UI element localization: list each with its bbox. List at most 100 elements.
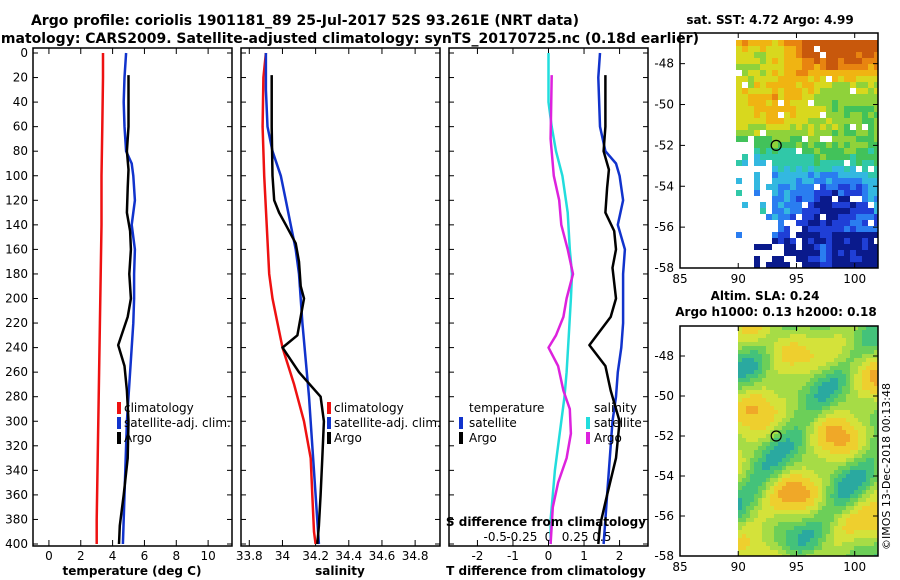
heatmap-cell — [834, 546, 838, 550]
heatmap-cell — [810, 514, 814, 518]
heatmap-cell — [806, 358, 810, 362]
heatmap-cell — [870, 382, 874, 386]
heatmap-cell — [784, 190, 790, 196]
heatmap-cell — [774, 378, 778, 382]
heatmap-cell — [854, 366, 858, 370]
heatmap-cell — [814, 486, 818, 490]
heatmap-cell — [742, 490, 746, 494]
heatmap-cell — [820, 94, 826, 100]
heatmap-cell — [762, 426, 766, 430]
heatmap-cell — [814, 410, 818, 414]
heatmap-cell — [862, 442, 866, 446]
heatmap-cell — [832, 88, 838, 94]
heatmap-cell — [832, 58, 838, 64]
heatmap-cell — [850, 406, 854, 410]
heatmap-cell — [866, 506, 870, 510]
heatmap-cell — [790, 394, 794, 398]
heatmap-cell — [822, 514, 826, 518]
heatmap-cell — [826, 414, 830, 418]
heatmap-cell — [750, 470, 754, 474]
heatmap-cell — [838, 330, 842, 334]
heatmap-cell — [830, 446, 834, 450]
heatmap-cell — [820, 238, 826, 244]
heatmap-cell — [738, 550, 742, 554]
heatmap-cell — [850, 530, 854, 534]
heatmap-cell — [866, 482, 870, 486]
heatmap-cell — [802, 112, 808, 118]
heatmap-cell — [782, 334, 786, 338]
heatmap-cell — [832, 202, 838, 208]
heatmap-cell — [748, 94, 754, 100]
heatmap-cell — [834, 446, 838, 450]
map-y-tick-label: -58 — [654, 261, 674, 275]
heatmap-cell — [802, 172, 808, 178]
heatmap-cell — [862, 462, 866, 466]
heatmap-cell — [760, 124, 766, 130]
heatmap-cell — [814, 494, 818, 498]
heatmap-cell — [874, 494, 878, 498]
heatmap-cell — [766, 550, 770, 554]
heatmap-cell — [838, 166, 844, 172]
heatmap-cell — [810, 430, 814, 434]
heatmap-cell — [822, 370, 826, 374]
heatmap-cell — [754, 94, 760, 100]
heatmap-cell — [874, 386, 878, 390]
heatmap-cell — [794, 526, 798, 530]
heatmap-cell — [854, 338, 858, 342]
heatmap-cell — [822, 418, 826, 422]
heatmap-cell — [854, 358, 858, 362]
heatmap-cell — [806, 454, 810, 458]
heatmap-cell — [846, 454, 850, 458]
heatmap-cell — [850, 462, 854, 466]
heatmap-cell — [778, 184, 784, 190]
heatmap-cell — [784, 124, 790, 130]
heatmap-cell — [738, 446, 742, 450]
heatmap-cell — [778, 326, 782, 330]
heatmap-cell — [850, 458, 854, 462]
heatmap-cell — [868, 82, 874, 88]
heatmap-cell — [838, 522, 842, 526]
heatmap-cell — [802, 100, 808, 106]
heatmap-cell — [802, 514, 806, 518]
heatmap-cell — [866, 474, 870, 478]
heatmap-cell — [806, 406, 810, 410]
heatmap-cell — [762, 338, 766, 342]
heatmap-cell — [794, 338, 798, 342]
heatmap-cell — [870, 346, 874, 350]
heatmap-cell — [814, 262, 820, 268]
heatmap-cell — [832, 82, 838, 88]
heatmap-cell — [782, 338, 786, 342]
heatmap-cell — [866, 326, 870, 330]
heatmap-cell — [862, 418, 866, 422]
heatmap-cell — [782, 370, 786, 374]
heatmap-cell — [798, 422, 802, 426]
heatmap-cell — [774, 474, 778, 478]
heatmap-cell — [846, 442, 850, 446]
heatmap-cell — [742, 550, 746, 554]
heatmap-cell — [758, 542, 762, 546]
heatmap-cell — [754, 458, 758, 462]
heatmap-cell — [802, 458, 806, 462]
heatmap-cell — [762, 370, 766, 374]
depth-tick-label: 240 — [5, 341, 28, 355]
heatmap-cell — [874, 530, 878, 534]
heatmap-cell — [862, 446, 866, 450]
heatmap-cell — [842, 538, 846, 542]
heatmap-cell — [772, 76, 778, 82]
heatmap-cell — [796, 250, 802, 256]
legend-label-s-argo: Argo — [594, 431, 622, 445]
heatmap-cell — [786, 466, 790, 470]
heatmap-cell — [748, 82, 754, 88]
heatmap-cell — [874, 510, 878, 514]
heatmap-cell — [770, 514, 774, 518]
heatmap-cell — [750, 522, 754, 526]
heatmap-cell — [778, 208, 784, 214]
heatmap-cell — [786, 406, 790, 410]
heatmap-cell — [782, 366, 786, 370]
heatmap-cell — [862, 190, 868, 196]
heatmap-cell — [874, 538, 878, 542]
heatmap-cell — [850, 482, 854, 486]
heatmap-cell — [862, 386, 866, 390]
heatmap-cell — [766, 502, 770, 506]
heatmap-cell — [826, 208, 832, 214]
